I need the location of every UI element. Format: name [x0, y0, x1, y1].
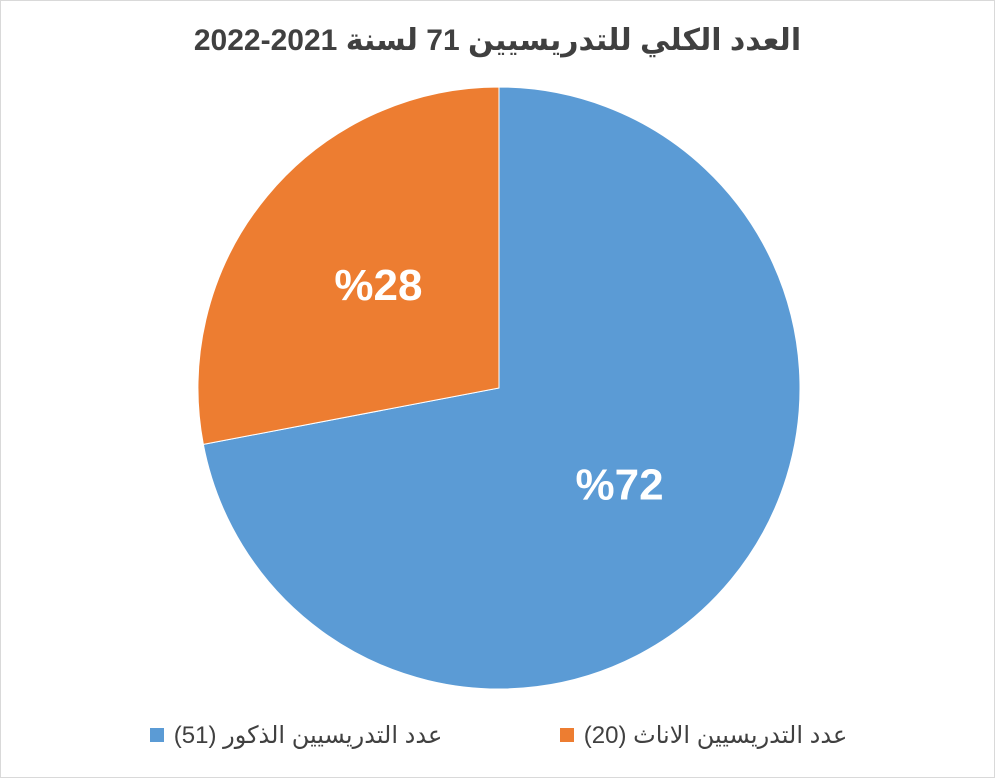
legend-label: عدد التدريسيين الذكور (51) — [173, 721, 443, 749]
pie-slice — [197, 86, 500, 445]
legend-item: عدد التدريسيين الاناث (20) — [559, 721, 848, 750]
value-label: %72 — [576, 460, 664, 509]
legend-swatch — [149, 728, 164, 742]
legend-label: عدد التدريسيين الاناث (20) — [583, 721, 848, 749]
pie-slice — [202, 86, 801, 690]
legend: عدد التدريسيين الذكور (51) عدد التدريسيين… — [91, 709, 906, 761]
value-label: %28 — [334, 261, 422, 310]
legend-swatch — [559, 728, 574, 742]
chart-title: العدد الكلي للتدريسيين 71 لسنة 2021-2022 — [193, 24, 802, 57]
legend-item: عدد التدريسيين الذكور (51) — [149, 721, 443, 750]
